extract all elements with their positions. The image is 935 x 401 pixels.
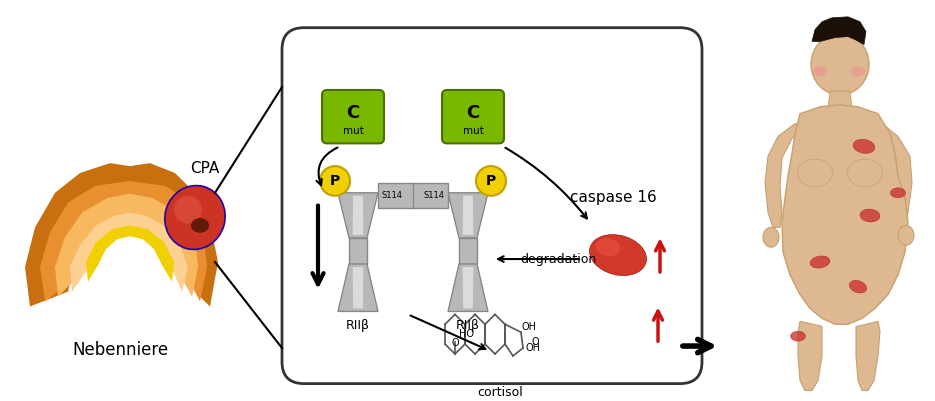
FancyBboxPatch shape: [322, 90, 384, 144]
Text: HO: HO: [459, 329, 474, 339]
Ellipse shape: [810, 256, 830, 268]
Ellipse shape: [847, 159, 883, 187]
Polygon shape: [463, 267, 473, 308]
Polygon shape: [463, 196, 473, 235]
Ellipse shape: [853, 139, 875, 154]
Text: C: C: [467, 104, 480, 122]
Polygon shape: [812, 17, 866, 45]
Polygon shape: [25, 163, 218, 306]
Polygon shape: [40, 181, 207, 302]
Polygon shape: [798, 321, 822, 391]
Text: RIIβ: RIIβ: [346, 319, 370, 332]
Ellipse shape: [191, 218, 209, 233]
Polygon shape: [765, 124, 808, 227]
Ellipse shape: [790, 331, 805, 341]
Circle shape: [320, 166, 350, 196]
Text: degradation: degradation: [520, 253, 597, 265]
Text: S114: S114: [423, 191, 444, 200]
Polygon shape: [55, 194, 198, 297]
Text: P: P: [486, 174, 496, 188]
FancyBboxPatch shape: [442, 90, 504, 144]
Text: mut: mut: [463, 126, 483, 136]
Polygon shape: [856, 321, 880, 391]
Polygon shape: [338, 264, 378, 312]
Text: O: O: [531, 337, 539, 347]
Ellipse shape: [890, 188, 905, 198]
Ellipse shape: [811, 34, 869, 95]
Polygon shape: [448, 264, 488, 312]
Polygon shape: [86, 225, 174, 282]
Ellipse shape: [596, 238, 621, 256]
Text: Nebenniere: Nebenniere: [72, 341, 168, 359]
Text: O: O: [452, 338, 459, 348]
Text: cortisol: cortisol: [477, 386, 523, 399]
Polygon shape: [828, 91, 852, 111]
Text: OH: OH: [522, 322, 537, 332]
Text: OH: OH: [526, 343, 541, 353]
Text: RIIβ: RIIβ: [456, 319, 480, 332]
Ellipse shape: [589, 235, 646, 275]
Text: S114: S114: [382, 191, 403, 200]
Ellipse shape: [174, 196, 202, 223]
Polygon shape: [70, 213, 188, 292]
Polygon shape: [459, 238, 477, 264]
Text: CPA: CPA: [191, 161, 220, 176]
Polygon shape: [448, 193, 488, 238]
Polygon shape: [782, 105, 908, 324]
Polygon shape: [352, 196, 364, 235]
Circle shape: [476, 166, 506, 196]
Polygon shape: [349, 238, 367, 264]
Ellipse shape: [851, 66, 865, 76]
Text: C: C: [346, 104, 360, 122]
Polygon shape: [870, 124, 912, 227]
Text: mut: mut: [342, 126, 364, 136]
FancyBboxPatch shape: [282, 28, 702, 384]
Ellipse shape: [860, 209, 880, 222]
Polygon shape: [352, 267, 364, 308]
Polygon shape: [338, 193, 378, 238]
Ellipse shape: [849, 280, 867, 293]
Ellipse shape: [898, 225, 914, 245]
Ellipse shape: [165, 186, 225, 249]
Text: caspase 16: caspase 16: [570, 190, 656, 205]
Ellipse shape: [763, 227, 779, 247]
Polygon shape: [378, 183, 448, 208]
Ellipse shape: [798, 159, 832, 187]
Text: P: P: [330, 174, 340, 188]
Ellipse shape: [813, 66, 827, 76]
